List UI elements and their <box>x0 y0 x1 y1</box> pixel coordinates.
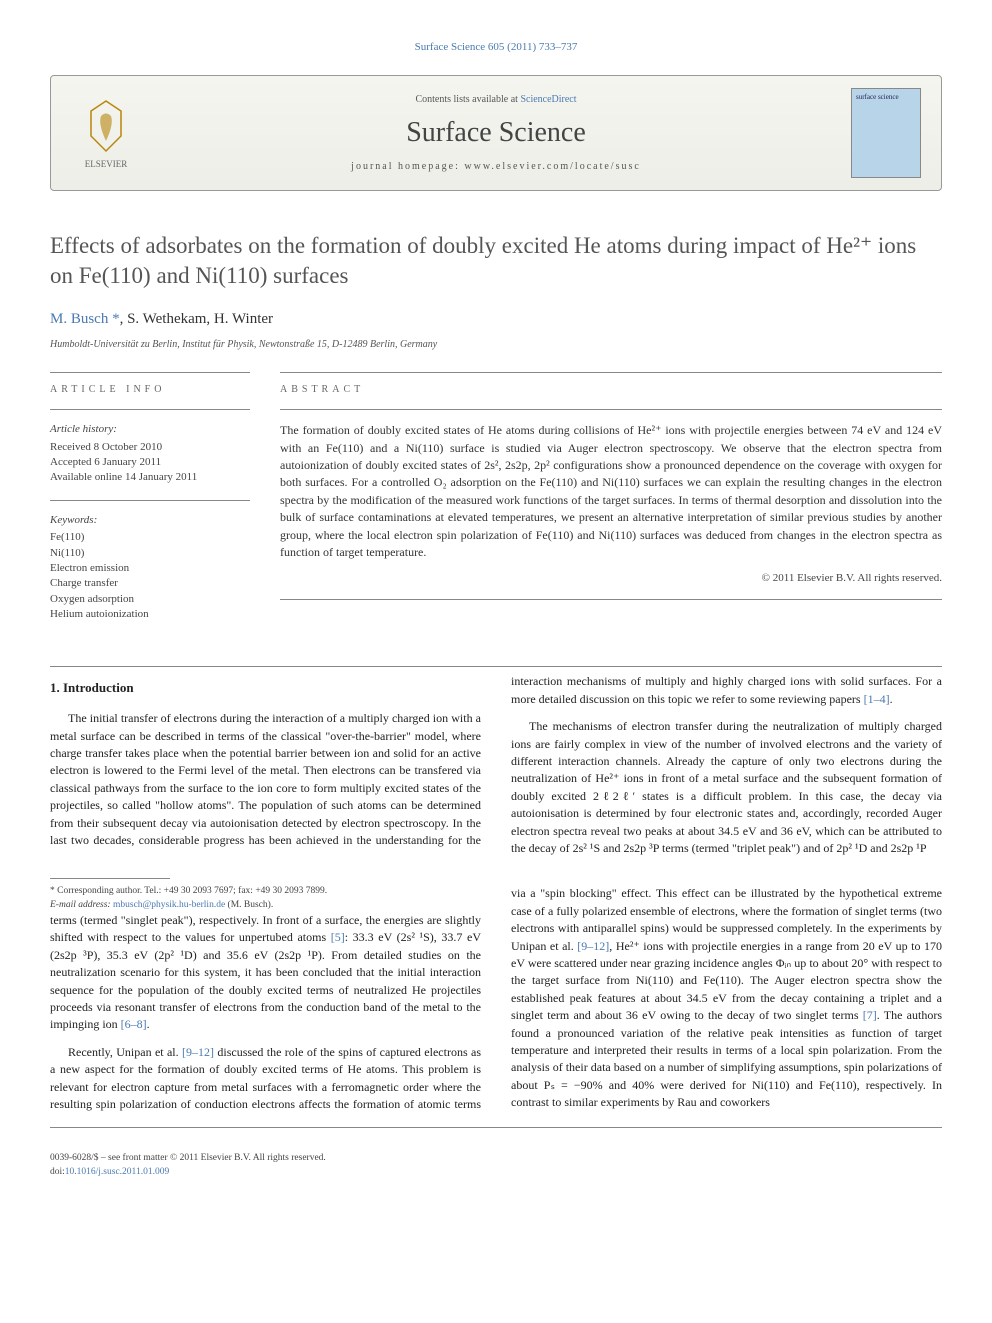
citation-link[interactable]: [7] <box>863 1008 877 1022</box>
keywords-label: Keywords: <box>50 513 250 528</box>
para-text: . <box>147 1017 150 1031</box>
doi-link[interactable]: 10.1016/j.susc.2011.01.009 <box>65 1167 169 1177</box>
citation-link[interactable]: [1–4] <box>864 692 890 706</box>
history-online: Available online 14 January 2011 <box>50 470 250 485</box>
homepage-prefix: journal homepage: <box>351 161 460 172</box>
para-text: The mechanisms of electron transfer duri… <box>511 719 942 855</box>
citation-link[interactable]: [6–8] <box>121 1017 147 1031</box>
article-title: Effects of adsorbates on the formation o… <box>50 231 942 291</box>
publisher-name: ELSEVIER <box>85 158 128 171</box>
footnote-contact: * Corresponding author. Tel.: +49 30 209… <box>50 885 481 898</box>
pre-body-rule <box>50 666 942 667</box>
abstract-text: The formation of doubly excited states o… <box>280 422 942 561</box>
email-suffix: (M. Busch). <box>228 900 274 910</box>
article-info-label: ARTICLE INFO <box>50 383 250 397</box>
body-para: The mechanisms of electron transfer duri… <box>511 718 942 857</box>
homepage-url: www.elsevier.com/locate/susc <box>464 161 640 172</box>
info-abstract-row: ARTICLE INFO Article history: Received 8… <box>50 372 942 636</box>
keyword: Fe(110) <box>50 530 250 545</box>
citation-link[interactable]: [5] <box>331 930 345 944</box>
keyword: Oxygen adsorption <box>50 592 250 607</box>
info-rule-2 <box>50 500 250 501</box>
history-accepted: Accepted 6 January 2011 <box>50 455 250 470</box>
para-text: Recently, Unipan et al. <box>68 1045 182 1059</box>
doi-line: doi:10.1016/j.susc.2011.01.009 <box>50 1166 326 1179</box>
journal-citation-link[interactable]: Surface Science 605 (2011) 733–737 <box>415 41 578 53</box>
history-label: Article history: <box>50 422 250 437</box>
abstract-bottom-rule <box>280 599 942 600</box>
article-history-block: Article history: Received 8 October 2010… <box>50 422 250 486</box>
journal-cover-thumb: surface science <box>851 88 921 178</box>
article-info-column: ARTICLE INFO Article history: Received 8… <box>50 372 250 636</box>
para-text: . The authors found a pronounced variati… <box>511 1008 942 1109</box>
abstract-rule <box>280 409 942 410</box>
corresponding-author[interactable]: M. Busch <box>50 311 108 327</box>
journal-header-bar: ELSEVIER Contents lists available at Sci… <box>50 75 942 191</box>
footer-left: 0039-6028/$ – see front matter © 2011 El… <box>50 1152 326 1179</box>
citation-link[interactable]: [9–12] <box>182 1045 214 1059</box>
citation-link[interactable]: [9–12] <box>577 939 609 953</box>
abstract-copyright: © 2011 Elsevier B.V. All rights reserved… <box>280 571 942 586</box>
contents-label: Contents lists available at <box>415 94 517 105</box>
corresponding-author-footnote: * Corresponding author. Tel.: +49 30 209… <box>50 885 481 912</box>
abstract-label: ABSTRACT <box>280 383 942 397</box>
para-text: . <box>890 692 893 706</box>
doi-label: doi: <box>50 1167 65 1177</box>
author-email-link[interactable]: mbusch@physik.hu-berlin.de <box>113 900 225 910</box>
para-text: : 33.3 eV (2s² ¹S), 33.7 eV (2s2p ³P), 3… <box>50 930 481 1031</box>
authors-line: M. Busch *, S. Wethekam, H. Winter <box>50 309 942 330</box>
journal-homepage-line: journal homepage: www.elsevier.com/locat… <box>141 160 851 174</box>
corr-author-mark: * <box>112 311 120 327</box>
footnote-email-line: E-mail address: mbusch@physik.hu-berlin.… <box>50 899 481 912</box>
journal-citation: Surface Science 605 (2011) 733–737 <box>50 40 942 55</box>
footer-rule <box>50 1127 942 1128</box>
abstract-column: ABSTRACT The formation of doubly excited… <box>280 372 942 636</box>
front-matter-line: 0039-6028/$ – see front matter © 2011 El… <box>50 1152 326 1165</box>
publisher-logo: ELSEVIER <box>71 93 141 173</box>
journal-name: Surface Science <box>141 113 851 152</box>
keyword: Electron emission <box>50 561 250 576</box>
footnote-separator <box>50 878 170 879</box>
keyword: Ni(110) <box>50 546 250 561</box>
contents-available-line: Contents lists available at ScienceDirec… <box>141 93 851 107</box>
body-para: terms (termed "singlet peak"), respectiv… <box>50 912 481 1034</box>
section-heading-intro: 1. Introduction <box>50 679 481 698</box>
info-rule <box>50 409 250 410</box>
keyword: Helium autoionization <box>50 607 250 622</box>
other-authors: , S. Wethekam, H. Winter <box>120 311 273 327</box>
keyword: Charge transfer <box>50 576 250 591</box>
keywords-block: Keywords: Fe(110) Ni(110) Electron emiss… <box>50 513 250 623</box>
page-footer: 0039-6028/$ – see front matter © 2011 El… <box>50 1152 942 1179</box>
email-label: E-mail address: <box>50 900 111 910</box>
affiliation: Humboldt-Universität zu Berlin, Institut… <box>50 338 942 352</box>
header-center: Contents lists available at ScienceDirec… <box>141 93 851 174</box>
journal-cover-title: surface science <box>856 93 916 103</box>
history-received: Received 8 October 2010 <box>50 440 250 455</box>
sciencedirect-link[interactable]: ScienceDirect <box>520 94 576 105</box>
body-text: 1. Introduction The initial transfer of … <box>50 673 942 1117</box>
